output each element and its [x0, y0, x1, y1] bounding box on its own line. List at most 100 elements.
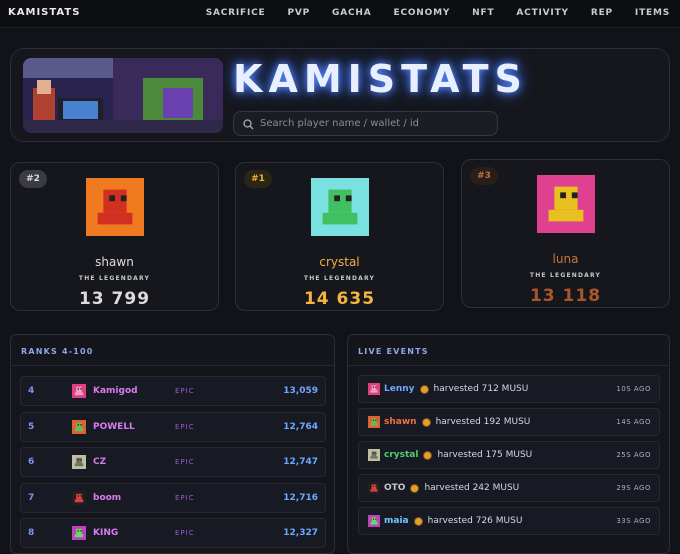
coin-icon	[410, 483, 420, 493]
tier: THE LEGENDARY	[529, 272, 602, 279]
avatar	[368, 383, 380, 395]
podium-card[interactable]: #1 crystal THE LEGENDARY 14 635	[235, 162, 444, 311]
score: 12,764	[283, 421, 318, 432]
avatar-art	[72, 384, 86, 398]
avatar	[72, 384, 86, 398]
tier: EPIC	[175, 458, 195, 466]
avatar-art	[368, 416, 380, 428]
hero-title: KAMISTATS	[233, 57, 528, 101]
nav-link[interactable]: ECONOMY	[393, 8, 451, 18]
panel-title: RANKS 4-100	[21, 347, 94, 356]
tier: EPIC	[175, 422, 195, 431]
avatar-art	[311, 178, 369, 236]
rank-badge: #3	[470, 167, 498, 185]
rank-row[interactable]: 7 boom EPIC 12,716	[20, 482, 326, 513]
event-time: 25S AGO	[616, 451, 651, 459]
player-name: shawn	[95, 255, 134, 269]
rank-row[interactable]: 8 KING EPIC 12,327	[20, 518, 326, 548]
events-panel: LIVE EVENTS Lenny harvested 712 MUSU 10S A…	[347, 334, 670, 554]
player-name: OTO	[384, 483, 406, 493]
rank-row[interactable]: 4 Kamigod EPIC 13,059	[20, 376, 326, 406]
avatar	[72, 526, 86, 540]
rank-number: 6	[28, 457, 35, 467]
nav-link[interactable]: REP	[590, 8, 613, 18]
avatar	[368, 416, 380, 428]
avatar-art	[72, 455, 86, 469]
coin-icon	[419, 384, 429, 394]
player-name: Lenny	[384, 384, 415, 394]
event-time: 33S AGO	[616, 517, 651, 525]
player-name: Kamigod	[93, 386, 138, 396]
player-name: CZ	[93, 457, 107, 467]
score: 12,747	[283, 457, 318, 467]
hero-image	[23, 58, 223, 133]
event-row[interactable]: maia harvested 726 MUSU 33S AGO	[358, 507, 660, 535]
avatar	[86, 178, 144, 236]
coin-icon	[413, 516, 423, 526]
event-text: maia harvested 726 MUSU	[384, 516, 522, 526]
avatar	[72, 419, 86, 434]
rank-number: 4	[28, 386, 35, 396]
nav-link[interactable]: ACTIVITY	[516, 8, 569, 18]
coin-icon	[421, 417, 431, 427]
event-time: 14S AGO	[616, 418, 651, 426]
event-row[interactable]: Lenny harvested 712 MUSU 10S AGO	[358, 375, 660, 403]
avatar	[72, 490, 86, 505]
event-row[interactable]: shawn harvested 192 MUSU 14S AGO	[358, 408, 660, 436]
avatar	[368, 515, 380, 527]
avatar	[368, 482, 380, 494]
score: 12,716	[283, 492, 318, 503]
event-description: harvested 726 MUSU	[427, 516, 523, 526]
tier: EPIC	[175, 493, 195, 502]
nav-link[interactable]: ITEMS	[634, 8, 670, 18]
brand[interactable]: KAMISTATS	[8, 7, 81, 18]
player-name: luna	[552, 252, 579, 266]
hero: KAMISTATS Search player name / wallet / …	[10, 48, 670, 142]
nav-link[interactable]: PVP	[287, 8, 311, 18]
event-text: OTO harvested 242 MUSU	[384, 483, 519, 493]
score: 13 799	[78, 289, 151, 309]
event-description: harvested 242 MUSU	[424, 483, 520, 493]
nav-link[interactable]: GACHA	[332, 8, 372, 18]
rank-badge: #2	[19, 170, 47, 188]
avatar	[537, 175, 595, 233]
podium-card[interactable]: #2 shawn THE LEGENDARY 13 799	[10, 162, 219, 311]
avatar-art	[72, 419, 86, 434]
avatar	[72, 455, 86, 469]
event-text: crystal harvested 175 MUSU	[384, 450, 532, 460]
event-text: shawn harvested 192 MUSU	[384, 417, 530, 427]
rank-row[interactable]: 5 POWELL EPIC 12,764	[20, 411, 326, 442]
event-row[interactable]: OTO harvested 242 MUSU 29S AGO	[358, 474, 660, 502]
nav-bar: KAMISTATS SACRIFICE PVP GACHA ECONOMY NFT ACT…	[0, 0, 680, 28]
nav-items: SACRIFICE PVP GACHA ECONOMY NFT ACTIVITY REP IT…	[206, 8, 670, 18]
coin-icon	[423, 450, 433, 460]
search-placeholder: Search player name / wallet / id	[260, 118, 420, 129]
avatar-art	[86, 178, 144, 236]
event-description: harvested 712 MUSU	[433, 384, 529, 394]
rank-number: 8	[28, 528, 35, 538]
divider	[11, 365, 334, 366]
ranks-panel: RANKS 4-100 4 Kamigod EPIC 13,059 5 POWELL EPI…	[10, 334, 335, 554]
nav-link[interactable]: NFT	[472, 8, 495, 18]
tier: EPIC	[175, 529, 195, 537]
event-row[interactable]: crystal harvested 175 MUSU 25S AGO	[358, 441, 660, 469]
avatar	[368, 449, 380, 461]
podium-card[interactable]: #3 luna THE LEGENDARY 13 118	[461, 159, 670, 308]
player-name: maia	[384, 516, 409, 526]
player-name: KING	[93, 528, 119, 538]
player-name: POWELL	[93, 421, 135, 432]
rank-row[interactable]: 6 CZ EPIC 12,747	[20, 447, 326, 477]
search-input[interactable]: Search player name / wallet / id	[233, 111, 498, 136]
player-name: boom	[93, 492, 122, 503]
rank-number: 7	[28, 492, 35, 503]
score: 12,327	[283, 528, 318, 538]
rank-badge: #1	[244, 170, 272, 188]
avatar-art	[368, 482, 380, 494]
avatar-art	[368, 515, 380, 527]
event-time: 29S AGO	[616, 484, 651, 492]
nav-link[interactable]: SACRIFICE	[205, 8, 266, 18]
player-name: shawn	[384, 417, 417, 427]
avatar	[311, 178, 369, 236]
score: 14 635	[303, 289, 376, 309]
score: 13,059	[283, 386, 318, 396]
